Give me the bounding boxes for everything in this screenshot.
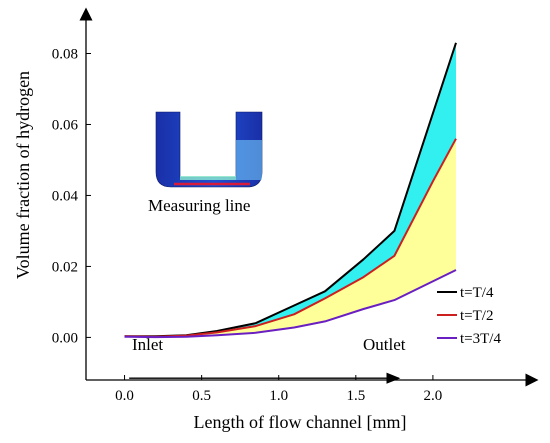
legend-label-2: t=T/2 [460, 308, 493, 324]
x-tick-label: 0.0 [115, 388, 134, 404]
y-tick-label: 0.08 [52, 46, 78, 62]
outlet-label: Outlet [363, 335, 406, 354]
x-tick-label: 2.0 [424, 388, 443, 404]
ticks-layer: 0.0 0.5 1.0 1.5 2.0 0.00 0.02 0.04 0.06 0.08 [52, 46, 443, 404]
y-axis-label: Volume fraction of hydrogen [13, 71, 33, 279]
legend-label-3: t=3T/4 [460, 331, 501, 347]
y-tick-label: 0.00 [52, 330, 78, 346]
inlet-label: Inlet [132, 335, 163, 354]
x-tick-label: 0.5 [192, 388, 211, 404]
y-tick-label: 0.06 [52, 117, 79, 133]
y-tick-label: 0.02 [52, 259, 78, 275]
band-lower-fill [124, 138, 456, 338]
series-layer [124, 42, 457, 339]
x-axis-label: Length of flow channel [mm] [194, 412, 407, 432]
x-tick-label: 1.0 [269, 388, 288, 404]
channel-inset-image: Measuring line [148, 111, 263, 215]
series-line-3 [124, 269, 457, 339]
y-tick-label: 0.04 [52, 188, 79, 204]
x-tick-label: 1.5 [346, 388, 365, 404]
inset-caption: Measuring line [148, 196, 250, 215]
legend-label-1: t=T/4 [460, 285, 494, 301]
legend: t=T/4 t=T/2 t=3T/4 [437, 285, 501, 347]
band-upper-fill [124, 42, 456, 337]
